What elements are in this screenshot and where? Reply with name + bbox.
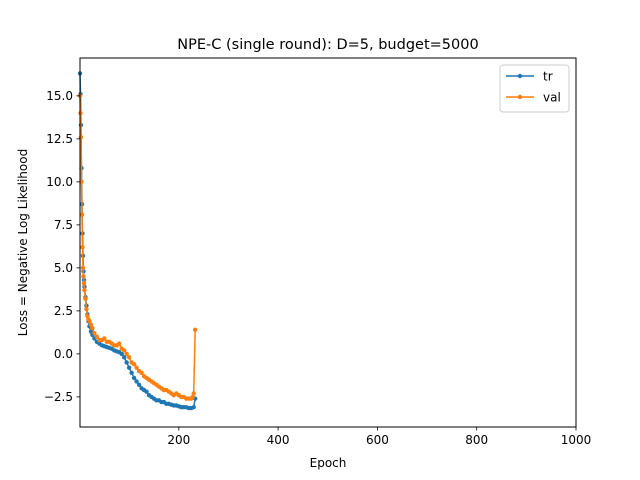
data-point-val [85, 313, 90, 319]
series-line-val [79, 95, 196, 400]
data-point-val [80, 265, 86, 271]
data-point-val [94, 334, 100, 339]
y-tick-label: 15.0 [46, 89, 73, 103]
data-point-val [82, 288, 87, 293]
x-tick-label: 800 [465, 433, 488, 447]
x-tick-label: 200 [167, 433, 190, 447]
data-point-tr [124, 360, 129, 365]
data-point-val [92, 331, 97, 336]
data-point-val [83, 296, 88, 302]
series-tr [77, 71, 198, 411]
legend-marker-tr [517, 73, 523, 79]
y-tick-label: −2.5 [44, 390, 73, 404]
data-point-val [80, 245, 85, 250]
series-line-tr [79, 73, 196, 409]
data-point-val [126, 355, 132, 360]
legend-label-tr: tr [543, 70, 553, 84]
y-tick-label: 7.5 [54, 218, 73, 232]
data-point-tr [136, 382, 142, 388]
chart-title: NPE-C (single round): D=5, budget=5000 [177, 37, 478, 53]
x-axis-ticks: 200 400 600 800 1000 [167, 427, 591, 447]
legend-label-val: val [543, 91, 561, 105]
data-point-val [117, 341, 122, 346]
data-point-tr [119, 351, 124, 357]
data-point-val [131, 362, 137, 367]
data-point-val [81, 281, 87, 286]
data-point-val [124, 351, 129, 357]
y-tick-label: 12.5 [46, 132, 73, 146]
y-tick-label: 0.0 [54, 347, 73, 361]
data-point-val [88, 322, 94, 327]
series-layer [77, 71, 198, 411]
data-point-tr [126, 365, 132, 370]
y-axis-label: Loss = Negative Log Likelihood [16, 149, 30, 336]
data-point-val [192, 327, 198, 332]
x-axis-label: Epoch [310, 456, 347, 470]
data-point-val [191, 391, 196, 396]
x-tick-label: 1000 [561, 433, 592, 447]
data-point-val [84, 306, 89, 312]
data-point-val [190, 394, 195, 400]
data-point-tr [131, 375, 137, 381]
data-point-tr [134, 379, 139, 384]
data-point-val [79, 212, 85, 217]
data-point-val [139, 370, 144, 376]
data-point-tr [121, 355, 127, 360]
y-tick-label: 2.5 [54, 304, 73, 318]
y-tick-label: 5.0 [54, 261, 73, 275]
data-point-tr [144, 389, 149, 394]
data-point-tr [129, 370, 134, 376]
x-tick-label: 400 [267, 433, 290, 447]
data-point-tr [191, 405, 196, 410]
y-tick-label: 10.0 [46, 175, 73, 189]
legend-marker-val [517, 94, 523, 100]
legend: tr val [499, 64, 570, 113]
data-point-val [90, 325, 95, 331]
legend-box [499, 64, 570, 113]
data-point-val [134, 365, 139, 370]
y-axis-ticks: −2.5 0.0 2.5 5.0 7.5 10.0 12.5 15.0 [44, 89, 80, 404]
data-point-val [81, 274, 86, 279]
series-val [77, 93, 198, 401]
data-point-val [121, 348, 127, 353]
data-point-tr [88, 329, 94, 334]
data-point-val [102, 336, 107, 341]
axes-frame [79, 57, 577, 428]
x-tick-label: 600 [366, 433, 389, 447]
data-point-val [87, 319, 92, 324]
